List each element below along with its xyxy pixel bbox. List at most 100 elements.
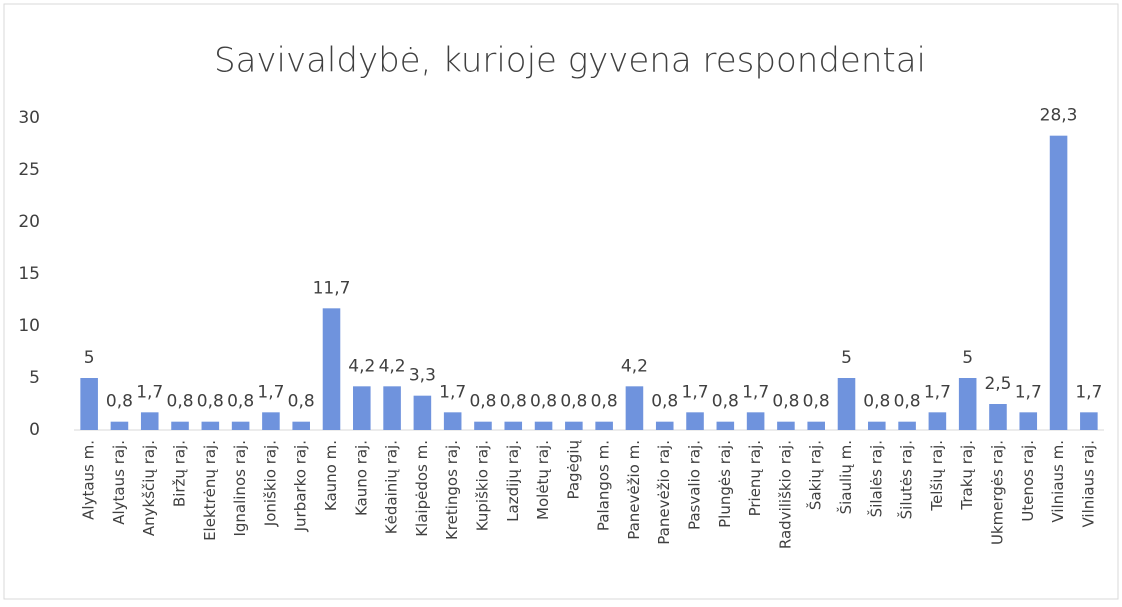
bar [231, 421, 250, 430]
bar [534, 421, 553, 430]
value-label: 1,7 [136, 382, 163, 402]
x-tick-label: Vilniaus raj. [1079, 440, 1097, 528]
value-label: 0,8 [500, 392, 527, 412]
value-label: 1,7 [924, 382, 951, 402]
bar [413, 395, 432, 430]
value-label: 1,7 [1015, 382, 1042, 402]
x-tick-label: Klaipėdos m. [413, 440, 431, 537]
value-label: 1,7 [1075, 382, 1102, 402]
value-label: 2,5 [984, 374, 1011, 394]
value-label: 1,7 [257, 382, 284, 402]
x-tick-label: Kupiškio raj. [473, 440, 491, 531]
value-label: 0,8 [288, 392, 315, 412]
bar [777, 421, 795, 430]
y-tick-label: 10 [18, 316, 40, 336]
x-tick-label: Alytaus m. [80, 440, 98, 520]
y-tick-label: 25 [18, 160, 40, 180]
bar [958, 378, 977, 430]
value-label: 28,3 [1040, 106, 1078, 126]
x-tick-label: Utenos raj. [1019, 440, 1037, 522]
bar [989, 404, 1007, 430]
x-tick-label: Kretingos raj. [443, 440, 461, 540]
value-label: 0,8 [712, 392, 739, 412]
bar [443, 412, 462, 430]
value-label: 1,7 [439, 382, 466, 402]
value-label: 0,8 [530, 392, 557, 412]
y-tick-label: 30 [18, 108, 40, 128]
x-tick-label: Anykščių raj. [140, 440, 158, 536]
x-tick-label: Biržų raj. [171, 440, 189, 507]
x-tick-label: Palangos m. [595, 440, 613, 531]
bar [1080, 412, 1098, 430]
value-label: 0,8 [772, 392, 799, 412]
value-label: 1,7 [742, 382, 769, 402]
chart-frame [3, 3, 1119, 600]
x-tick-label: Lazdijų raj. [504, 440, 522, 522]
value-label: 0,8 [803, 392, 830, 412]
value-label: 0,8 [894, 392, 921, 412]
bar [80, 378, 98, 430]
value-label: 4,2 [348, 356, 375, 376]
value-label: 11,7 [313, 278, 351, 298]
x-tick-label: Kėdainių raj. [383, 440, 401, 534]
bar [837, 378, 856, 430]
value-label: 5 [962, 348, 973, 368]
bar [140, 412, 159, 430]
value-label: 0,8 [651, 392, 678, 412]
y-tick-label: 5 [29, 368, 40, 388]
value-label: 3,3 [409, 366, 436, 386]
bar [655, 421, 674, 430]
bar [383, 386, 401, 430]
chart-title: Savivaldybė, kurioje gyvena respondentai [214, 41, 926, 81]
bar [504, 421, 523, 430]
x-tick-label: Panevėžio raj. [655, 440, 673, 545]
x-tick-label: Joniškio raj. [261, 440, 279, 527]
bar [322, 308, 341, 430]
x-tick-label: Radviliškio raj. [776, 440, 794, 549]
bar [928, 412, 947, 430]
bar [110, 421, 129, 430]
bar [686, 412, 704, 430]
x-tick-label: Šilalės raj. [866, 440, 885, 517]
value-label: 0,8 [560, 392, 587, 412]
value-label: 5 [84, 348, 95, 368]
value-label: 0,8 [469, 392, 496, 412]
x-tick-label: Elektrėnų raj. [201, 440, 219, 541]
value-label: 4,2 [621, 356, 648, 376]
bar [807, 421, 825, 430]
bar [898, 421, 916, 430]
x-tick-label: Telšių raj. [928, 440, 946, 512]
x-tick-label: Plungės raj. [716, 440, 734, 528]
bar [353, 386, 371, 430]
x-tick-label: Ignalinos raj. [231, 440, 249, 537]
x-tick-label: Prienų raj. [746, 440, 764, 516]
x-tick-label: Panevėžio m. [625, 440, 643, 540]
y-tick-label: 20 [18, 212, 40, 232]
value-label: 5 [841, 348, 852, 368]
x-tick-label: Šakių raj. [806, 440, 825, 510]
x-tick-label: Alytaus raj. [110, 440, 128, 525]
bar [474, 421, 492, 430]
value-label: 0,8 [106, 392, 133, 412]
x-tick-label: Pagėgių [564, 440, 582, 500]
x-tick-label: Trakų raj. [958, 440, 976, 511]
bar [625, 386, 644, 430]
value-label: 0,8 [591, 392, 618, 412]
bar [262, 412, 280, 430]
value-label: 0,8 [863, 392, 890, 412]
x-tick-label: Pasvalio raj. [686, 440, 704, 530]
value-label: 1,7 [682, 382, 709, 402]
bar [292, 421, 310, 430]
bar [868, 421, 886, 430]
value-label: 0,8 [227, 392, 254, 412]
x-tick-label: Kauno m. [322, 440, 340, 511]
x-tick-label: Kauno raj. [352, 440, 370, 516]
value-label: 0,8 [167, 392, 194, 412]
bar [171, 421, 189, 430]
value-label: 0,8 [197, 392, 224, 412]
bar [716, 421, 735, 430]
bar [1019, 412, 1038, 430]
x-tick-label: Šiaulių m. [836, 440, 855, 514]
bar [565, 421, 583, 430]
